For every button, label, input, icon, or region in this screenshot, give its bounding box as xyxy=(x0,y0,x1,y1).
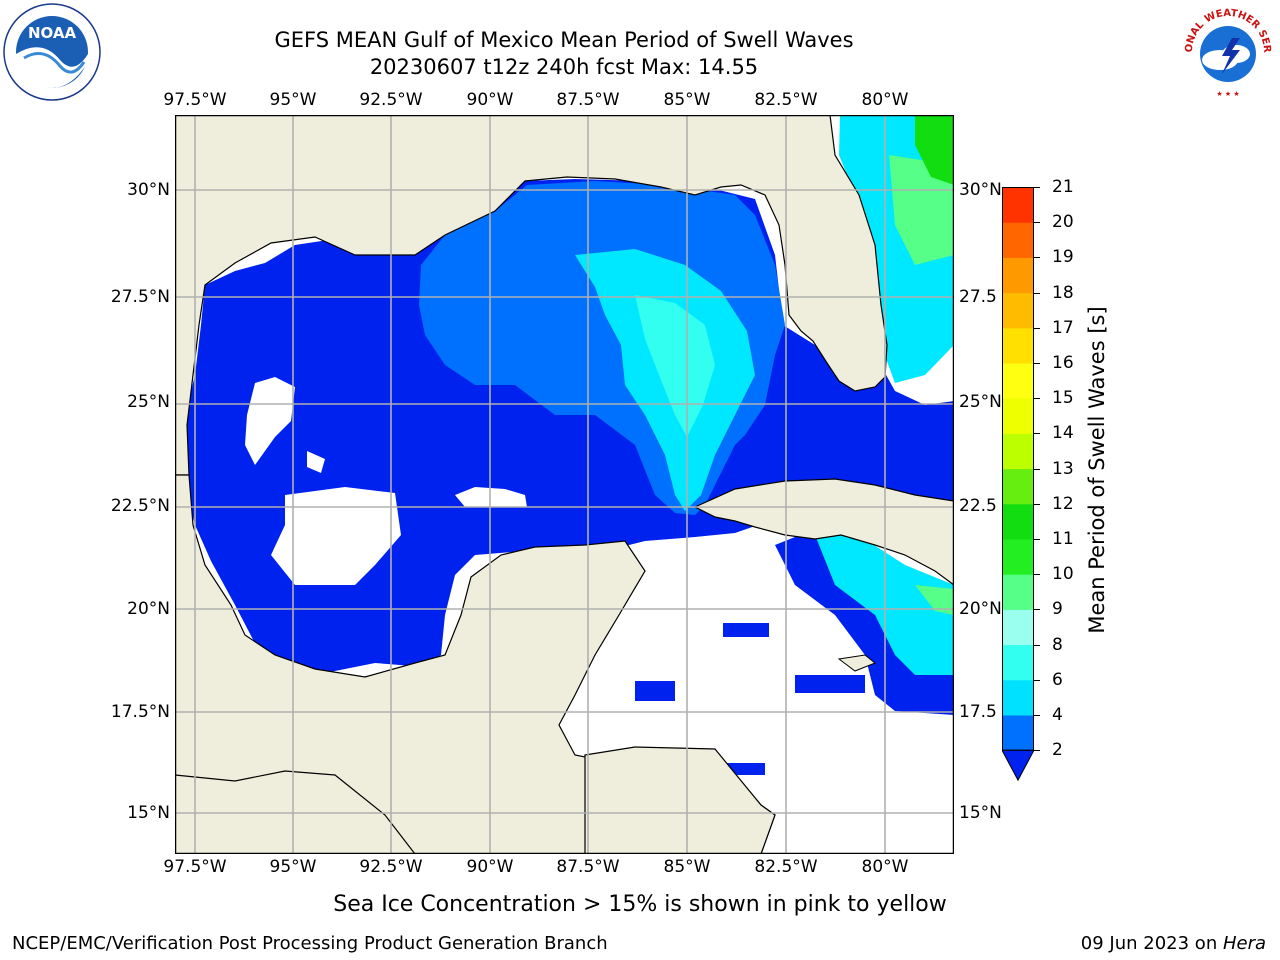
colorbar-tick-label: 17 xyxy=(1052,317,1074,338)
noaa-logo: NOAA xyxy=(2,2,102,102)
colorbar-segment xyxy=(1002,503,1034,540)
colorbar-tick-label: 8 xyxy=(1052,634,1063,655)
lon-label-top: 97.5°W xyxy=(163,90,227,110)
lat-label-right: 17.5 xyxy=(959,702,997,722)
colorbar-tick-mark xyxy=(1034,750,1040,752)
colorbar-tick-mark xyxy=(1034,257,1040,259)
lat-label-left: 25°N xyxy=(127,392,170,412)
colorbar-tick-label: 10 xyxy=(1052,564,1074,585)
colorbar-segment xyxy=(1002,468,1034,505)
lon-label-bottom: 80°W xyxy=(861,857,909,877)
svg-text:NOAA: NOAA xyxy=(28,24,77,42)
lat-label-left: 20°N xyxy=(127,599,170,619)
colorbar-label: Mean Period of Swell Waves [s] xyxy=(1085,306,1109,634)
colorbar-segment xyxy=(1002,644,1034,681)
colorbar-tick-mark xyxy=(1034,679,1040,681)
colorbar-tick-label: 11 xyxy=(1052,529,1074,549)
colorbar-tick-mark xyxy=(1034,327,1040,329)
lon-label-top: 95°W xyxy=(269,90,317,110)
colorbar-segment xyxy=(1002,398,1034,434)
colorbar-segment xyxy=(1002,539,1034,575)
colorbar-tick-label: 2 xyxy=(1052,740,1063,761)
lon-label-bottom: 87.5°W xyxy=(556,857,620,877)
colorbar xyxy=(1001,187,1035,783)
lon-label-bottom: 85°W xyxy=(663,857,711,877)
land-mass xyxy=(174,114,955,855)
colorbar-tick-mark xyxy=(1034,539,1040,540)
map-title: GEFS MEAN Gulf of Mexico Mean Period of … xyxy=(274,28,854,52)
lat-label-left: 27.5°N xyxy=(110,287,170,307)
colorbar-tick-label: 19 xyxy=(1052,247,1074,268)
lon-label-top: 87.5°W xyxy=(556,90,620,110)
colorbar-segment xyxy=(1002,292,1034,329)
colorbar-segment xyxy=(1002,679,1034,716)
colorbar-tick-labels: 2 4 6 8 9 10 11 12 13 14 15 16 17 18 19 20 21 xyxy=(1034,0,1100,960)
colorbar-tick-mark xyxy=(1034,503,1040,505)
lon-label-top: 90°W xyxy=(466,90,514,110)
map-subtitle: 20230607 t12z 240h fcst Max: 14.55 xyxy=(369,55,759,79)
colorbar-tick-label: 21 xyxy=(1052,177,1074,197)
colorbar-segment xyxy=(1002,433,1034,470)
footer-date: 09 Jun 2023 on Hera xyxy=(1080,933,1266,954)
colorbar-tick-mark xyxy=(1034,292,1040,294)
lon-label-bottom: 90°W xyxy=(466,857,514,877)
lon-label-bottom: 82.5°W xyxy=(754,857,818,877)
colorbar-tick-label: 16 xyxy=(1052,353,1074,373)
lon-label-bottom: 95°W xyxy=(269,857,317,877)
map-gridlines xyxy=(175,115,954,854)
colorbar-tick-mark xyxy=(1034,468,1040,470)
colorbar-tick-mark xyxy=(1034,398,1040,400)
colorbar-tick-label: 18 xyxy=(1052,282,1074,303)
colorbar-tick-mark xyxy=(1034,363,1040,364)
colorbar-tick-mark xyxy=(1034,609,1040,611)
colorbar-segment xyxy=(1002,257,1034,294)
colorbar-tick-mark xyxy=(1034,644,1040,646)
colorbar-tick-label: 20 xyxy=(1052,212,1074,233)
lon-label-top: 80°W xyxy=(861,90,909,110)
colorbar-tick-label: 14 xyxy=(1052,423,1074,444)
colorbar-tick-label: 12 xyxy=(1052,493,1074,514)
colorbar-tick-mark xyxy=(1034,715,1040,716)
colorbar-segment xyxy=(1002,327,1034,364)
lat-label-right: 22.5 xyxy=(959,496,997,516)
lon-label-top: 82.5°W xyxy=(754,90,818,110)
lat-label-left: 30°N xyxy=(127,180,170,200)
colorbar-segment xyxy=(1002,715,1034,751)
lon-label-top: 92.5°W xyxy=(359,90,423,110)
swell-period-field xyxy=(175,115,954,854)
map-panel xyxy=(174,114,955,855)
lon-label-bottom: 92.5°W xyxy=(359,857,423,877)
lat-label-left: 22.5°N xyxy=(110,496,170,516)
colorbar-tick-label: 15 xyxy=(1052,388,1074,409)
colorbar-tick-label: 4 xyxy=(1052,705,1063,725)
lat-label-right: 27.5 xyxy=(959,287,997,307)
svg-text:★ ★ ★: ★ ★ ★ xyxy=(1216,90,1239,98)
lat-label-left: 17.5°N xyxy=(110,702,170,722)
sea-ice-note: Sea Ice Concentration > 15% is shown in … xyxy=(333,892,947,917)
lon-label-bottom: 97.5°W xyxy=(163,857,227,877)
colorbar-tick-label: 13 xyxy=(1052,458,1074,479)
colorbar-segment xyxy=(1002,187,1034,223)
lon-label-top: 85°W xyxy=(663,90,711,110)
colorbar-tick-mark xyxy=(1034,433,1040,435)
colorbar-segment xyxy=(1002,574,1034,610)
lat-label-right: 30°N xyxy=(959,180,1002,200)
lat-label-right: 15°N xyxy=(959,803,1002,823)
lat-label-left: 15°N xyxy=(127,803,170,823)
colorbar-tick-mark xyxy=(1034,574,1040,576)
colorbar-segment xyxy=(1002,609,1034,646)
colorbar-segment xyxy=(1002,222,1034,258)
colorbar-tick-mark xyxy=(1034,222,1040,224)
colorbar-tick-label: 6 xyxy=(1052,669,1063,690)
colorbar-tick-mark xyxy=(1034,187,1040,188)
colorbar-extend-arrow xyxy=(1001,749,1035,782)
lat-label-right: 25°N xyxy=(959,392,1002,412)
footer-credit: NCEP/EMC/Verification Post Processing Pr… xyxy=(12,933,608,954)
nws-logo: NATIONAL WEATHER SERVICE ★ ★ ★ xyxy=(1174,0,1278,102)
colorbar-tick-label: 9 xyxy=(1052,599,1063,620)
colorbar-segment xyxy=(1002,363,1034,399)
lat-label-right: 20°N xyxy=(959,599,1002,619)
